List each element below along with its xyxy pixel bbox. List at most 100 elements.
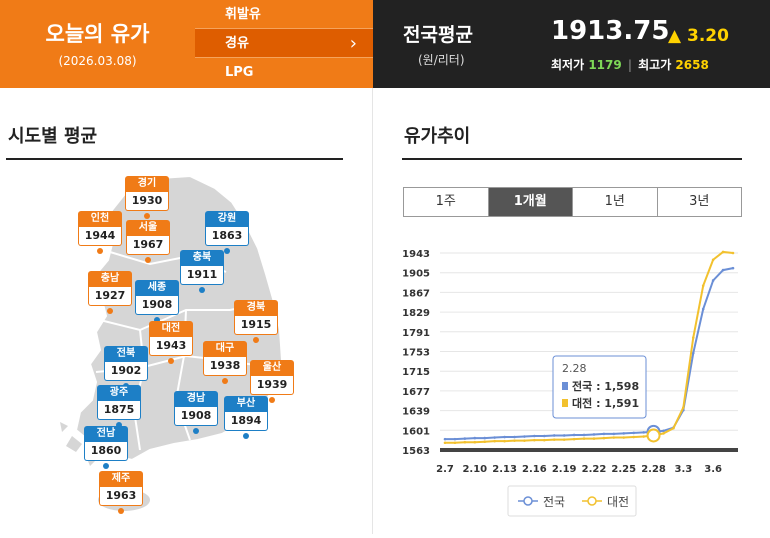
fuel-tab-gasoline[interactable]: 휘발유 <box>195 0 373 29</box>
region-marker-gwangju[interactable]: 광주 1875 <box>97 385 141 428</box>
region-marker-jeonbuk[interactable]: 전북 1902 <box>104 346 148 389</box>
data-point <box>483 436 487 440</box>
data-point <box>602 436 606 440</box>
data-point <box>493 436 496 439</box>
tooltip-row: 대전 : 1,591 <box>572 396 639 410</box>
data-point <box>463 437 467 440</box>
legend-entry: 전국 <box>543 495 565 509</box>
tab-1-week[interactable]: 1주 <box>435 194 456 209</box>
region-marker-gangwon[interactable]: 강원 1863 <box>205 211 249 254</box>
data-point <box>592 433 596 436</box>
period-tabs: 1주 1개월 1년 3년 <box>403 187 742 217</box>
price-trend-title: 유가추이 <box>404 126 471 147</box>
y-tick-label: 1715 <box>402 367 430 378</box>
data-point <box>691 336 695 339</box>
min-label: 최저가 <box>551 58 585 72</box>
price-trend-chart-svg: 1943 1905 1867 1829 1791 1753 1715 1677 1639 1601… <box>402 249 738 517</box>
price-change: ▲ 3.20 <box>668 26 729 46</box>
tooltip-row: 전국 : 1,598 <box>572 379 639 393</box>
y-tick-label: 1905 <box>402 269 430 280</box>
data-point <box>731 251 735 255</box>
fuel-type-menu: 휘발유 경유 › LPG <box>195 0 373 88</box>
data-point <box>592 437 596 440</box>
data-point <box>682 406 685 409</box>
region-marker-daegu[interactable]: 대구 1938 <box>203 341 247 384</box>
y-tick-label: 1829 <box>402 308 430 319</box>
data-point <box>453 441 457 445</box>
fuel-tab-lpg[interactable]: LPG <box>225 65 254 80</box>
data-point <box>493 439 496 443</box>
region-marker-jeonnam[interactable]: 전남 1860 <box>84 426 128 469</box>
data-point <box>523 439 526 442</box>
tab-1-month[interactable]: 1개월 <box>487 188 572 216</box>
x-tick-label: 3.6 <box>704 464 722 475</box>
region-marker-chungbuk[interactable]: 충북 1911 <box>180 250 224 293</box>
data-point <box>632 431 635 435</box>
region-marker-incheon[interactable]: 인천 1944 <box>78 211 122 254</box>
data-point <box>711 258 715 262</box>
legend-box <box>507 485 637 517</box>
data-point <box>602 432 606 436</box>
tooltip-swatch <box>562 399 568 407</box>
hover-marker <box>646 428 661 443</box>
region-marker-jeju[interactable]: 제주 1963 <box>99 471 143 514</box>
x-tick-label: 3.3 <box>674 464 692 475</box>
data-point <box>642 431 645 434</box>
tab-1-year[interactable]: 1년 <box>572 188 657 216</box>
x-tick-label: 2.7 <box>436 464 454 475</box>
data-point <box>503 439 506 443</box>
separator: | <box>627 58 633 72</box>
tooltip-box <box>552 355 647 419</box>
min-value: 1179 <box>588 58 622 72</box>
tooltip-date: 2.28 <box>562 362 587 375</box>
data-point <box>513 435 516 439</box>
page-title: 오늘의 유가 <box>45 22 150 46</box>
header-bar: 오늘의 유가 (2026.03.08) 휘발유 경유 › LPG 전국평균 (원/… <box>0 0 770 88</box>
national-average-price: 1913.75 <box>551 16 670 46</box>
region-marker-sejong[interactable]: 세종 1908 <box>135 280 179 323</box>
region-marker-daejeon[interactable]: 대전 1943 <box>149 321 193 364</box>
tab-3-years[interactable]: 3년 <box>656 188 742 216</box>
price-trend-chart: 1943 1905 1867 1829 1791 1753 1715 1677 1639 1601… <box>373 236 770 534</box>
fuel-tab-diesel[interactable]: 경유 › <box>195 29 373 58</box>
korea-map: 경기 1930 인천 1944 서울 1967 강원 1863 충북 1911 충남 192… <box>0 160 372 534</box>
data-point <box>642 435 645 438</box>
x-tick-label: 2.16 <box>522 464 547 475</box>
national-average-label: 전국평균 <box>403 24 473 46</box>
region-marker-gyeonggi[interactable]: 경기 1930 <box>125 176 169 219</box>
data-point <box>701 307 705 311</box>
data-point <box>721 250 725 254</box>
region-marker-gyeongnam[interactable]: 경남 1908 <box>174 391 218 434</box>
region-marker-busan[interactable]: 부산 1894 <box>224 396 268 439</box>
legend-marker <box>587 496 597 506</box>
region-marker-ulsan[interactable]: 울산 1939 <box>250 360 294 403</box>
data-point <box>543 438 546 442</box>
region-marker-seoul[interactable]: 서울 1967 <box>126 220 170 263</box>
y-tick-label: 1943 <box>402 249 430 260</box>
data-point <box>612 432 616 436</box>
data-point <box>552 434 556 437</box>
x-tick-label: 2.22 <box>582 464 607 475</box>
y-tick-label: 1639 <box>402 407 430 418</box>
data-point <box>523 435 526 438</box>
national-average-panel: 전국평균 (원/리터) 1913.75 ▲ 3.20 최저가 1179 | 최고가 … <box>373 0 770 88</box>
data-point <box>731 266 735 270</box>
data-point <box>572 433 576 437</box>
legend-marker <box>523 496 533 506</box>
data-point <box>662 432 665 435</box>
data-point <box>622 432 626 435</box>
data-point <box>711 279 715 282</box>
max-value: 2658 <box>675 58 709 72</box>
data-point <box>503 435 506 439</box>
data-point <box>691 351 695 355</box>
data-point <box>721 268 725 272</box>
x-tick-label: 2.19 <box>552 464 577 475</box>
date-label: (2026.03.08) <box>58 54 137 68</box>
data-point <box>483 440 487 444</box>
y-tick-label: 1867 <box>402 288 430 299</box>
max-label: 최고가 <box>638 58 672 72</box>
x-tick-label: 2.28 <box>641 464 666 475</box>
data-point <box>453 437 457 441</box>
region-marker-gyeongbuk[interactable]: 경북 1915 <box>234 300 278 343</box>
region-marker-chungnam[interactable]: 충남 1927 <box>88 271 132 314</box>
